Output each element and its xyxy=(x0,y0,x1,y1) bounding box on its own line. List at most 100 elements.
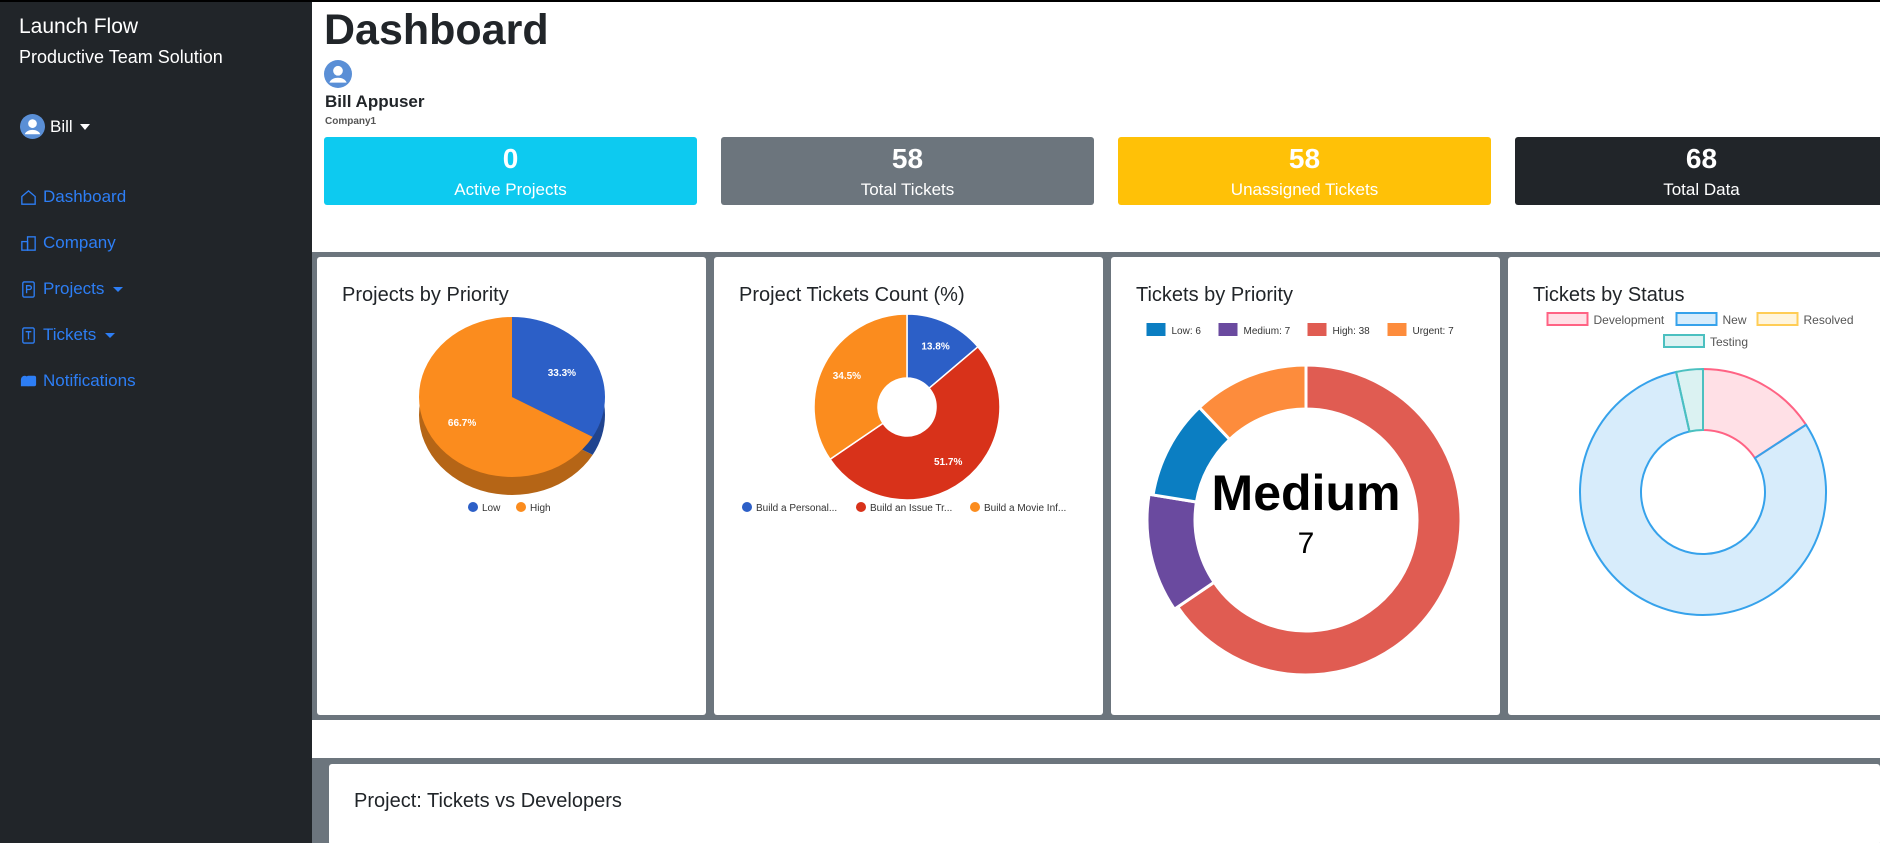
sidebar-item-label: Tickets xyxy=(43,325,97,344)
chevron-down-icon xyxy=(79,123,90,130)
project-tickets-count-donut-chart[interactable]: 13.8% 51.7% 34.5% Build a Personal... Build … xyxy=(714,257,1103,715)
donut-slice[interactable] xyxy=(1674,367,1704,433)
buildings-icon xyxy=(21,235,36,251)
stat-value: 58 xyxy=(1288,143,1321,174)
stat-card-total-data[interactable]: 68 Total Data xyxy=(1515,137,1880,205)
donut-slice[interactable] xyxy=(1197,363,1308,442)
legend-marker xyxy=(742,502,752,512)
card-title: Tickets by Status xyxy=(1533,284,1685,306)
card-title: Project: Tickets vs Developers xyxy=(354,790,622,812)
card-project-tickets-count: Project Tickets Count (%) 13.8% 51.7% 34.5… xyxy=(714,257,1103,715)
user-menu-dropdown[interactable]: Bill xyxy=(20,114,90,139)
legend-label[interactable]: Urgent: 7 xyxy=(1413,326,1455,337)
legend-label[interactable]: High xyxy=(530,503,551,514)
project-file-icon xyxy=(22,280,35,298)
stat-label: Active Projects xyxy=(454,180,567,199)
pie-slice[interactable] xyxy=(512,317,605,437)
sidebar-item-company[interactable]: Company xyxy=(19,220,136,266)
user-menu-name: Bill xyxy=(50,116,73,136)
sidebar-item-notifications[interactable]: Notifications xyxy=(19,358,136,404)
data-label: 66.7% xyxy=(448,418,476,429)
legend-marker xyxy=(970,502,980,512)
sidebar-item-label: Dashboard xyxy=(43,187,127,206)
data-label: 34.5% xyxy=(833,371,861,382)
legend-marker xyxy=(1146,323,1166,336)
house-icon xyxy=(21,189,36,205)
card-tickets-by-priority: Tickets by Priority Low: 6 Medium: 7 High:… xyxy=(1111,257,1500,715)
tickets-priority-donut-chart[interactable]: Low: 6 Medium: 7 High: 38 Urgent: 7 Medium 7 xyxy=(1111,257,1500,715)
donut-slice[interactable] xyxy=(829,345,1001,501)
donut-slice[interactable] xyxy=(1579,370,1827,616)
legend-marker xyxy=(1663,334,1705,348)
legend-label[interactable]: Build a Movie Inf... xyxy=(984,503,1066,514)
legend-label[interactable]: Development xyxy=(1594,313,1665,327)
section-spacer xyxy=(312,720,1880,758)
card-title: Tickets by Priority xyxy=(1136,284,1294,306)
data-label: 13.8% xyxy=(921,341,949,352)
donut-center-label: Medium xyxy=(1212,465,1401,521)
data-label: 51.7% xyxy=(934,457,962,468)
stat-label: Unassigned Tickets xyxy=(1230,180,1379,199)
stat-label: Total Tickets xyxy=(860,180,955,199)
legend-marker xyxy=(1546,312,1589,326)
card-title: Project Tickets Count (%) xyxy=(739,284,965,306)
card-title: Projects by Priority xyxy=(342,284,509,306)
legend-label[interactable]: Low xyxy=(482,503,501,514)
legend-marker xyxy=(1218,323,1238,336)
pie-slice[interactable] xyxy=(418,317,593,477)
legend-label[interactable]: Build an Issue Tr... xyxy=(870,503,952,514)
user-avatar-icon xyxy=(20,114,45,139)
legend-marker xyxy=(1307,323,1327,336)
legend-label[interactable]: Medium: 7 xyxy=(1244,326,1291,337)
page-title: Dashboard xyxy=(324,6,549,54)
profile-name: Bill Appuser xyxy=(325,92,425,111)
donut-slice[interactable] xyxy=(813,313,908,461)
ticket-file-icon xyxy=(22,326,35,344)
donut-slice[interactable] xyxy=(906,313,979,390)
card-tickets-vs-developers: Project: Tickets vs Developers xyxy=(329,764,1880,843)
legend-label[interactable]: High: 38 xyxy=(1333,326,1371,337)
sidebar-item-projects[interactable]: Projects xyxy=(19,266,136,312)
sidebar: Launch Flow Productive Team Solution Bil… xyxy=(0,0,312,843)
stat-value: 58 xyxy=(891,143,924,174)
mailbox-icon xyxy=(20,375,37,386)
sidebar-item-label: Notifications xyxy=(43,371,136,390)
legend-label[interactable]: New xyxy=(1723,313,1747,327)
chevron-down-icon xyxy=(105,332,116,338)
legend-marker xyxy=(1756,312,1799,326)
stat-value: 0 xyxy=(502,143,519,174)
legend-label[interactable]: Build a Personal... xyxy=(756,503,837,514)
legend-marker xyxy=(468,502,478,512)
tickets-status-donut-chart[interactable]: Development New Resolved Testing xyxy=(1508,257,1880,715)
sidebar-item-dashboard[interactable]: Dashboard xyxy=(19,174,136,220)
stat-label: Total Data xyxy=(1663,180,1740,199)
user-avatar-icon xyxy=(324,60,352,88)
legend-marker xyxy=(1675,312,1718,326)
main-content: Dashboard Bill Appuser Company1 0 Active… xyxy=(312,0,1880,843)
stat-value: 68 xyxy=(1685,143,1718,174)
sidebar-item-label: Projects xyxy=(43,279,105,298)
sidebar-item-label: Company xyxy=(43,233,116,252)
card-projects-by-priority: Projects by Priority 33.3% 66.7% Low High xyxy=(317,257,706,715)
sidebar-item-tickets[interactable]: Tickets xyxy=(19,312,136,358)
stat-card-total-tickets[interactable]: 58 Total Tickets xyxy=(721,137,1094,205)
legend-marker xyxy=(856,502,866,512)
legend-label[interactable]: Resolved xyxy=(1804,313,1854,327)
brand-title: Launch Flow xyxy=(19,15,139,38)
donut-slice[interactable] xyxy=(1145,492,1217,612)
profile-company: Company1 xyxy=(325,116,377,127)
sidebar-nav: Dashboard Company Projects Tickets Notif… xyxy=(19,174,136,404)
data-label: 33.3% xyxy=(548,368,576,379)
card-tickets-by-status: Tickets by Status Development New Resolved… xyxy=(1508,257,1880,715)
chevron-down-icon xyxy=(113,286,124,292)
donut-slice[interactable] xyxy=(1175,363,1463,677)
projects-priority-pie-chart[interactable]: 33.3% 66.7% Low High xyxy=(317,257,706,715)
legend-marker xyxy=(1387,323,1407,336)
legend-label[interactable]: Low: 6 xyxy=(1172,326,1202,337)
stat-card-active-projects[interactable]: 0 Active Projects xyxy=(324,137,697,205)
stat-card-unassigned-tickets[interactable]: 58 Unassigned Tickets xyxy=(1118,137,1491,205)
legend-marker xyxy=(516,502,526,512)
donut-center-value: 7 xyxy=(1298,527,1315,560)
brand-subtitle: Productive Team Solution xyxy=(19,47,223,67)
legend-label[interactable]: Testing xyxy=(1710,335,1748,349)
